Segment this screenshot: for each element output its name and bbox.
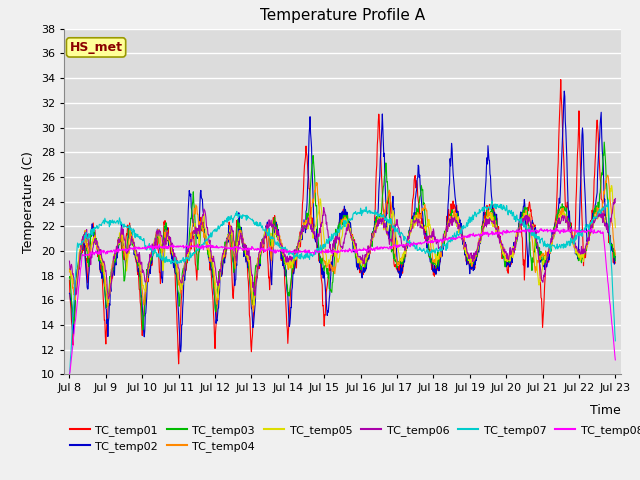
TC_temp06 [273,231,280,237]
TC_temp05 [572,247,579,252]
TC_temp04 [66,269,74,275]
TC_temp01 [135,276,143,281]
TC_temp06 [557,218,565,224]
Line: TC_temp01: TC_temp01 [70,80,615,364]
TC_temp02 [611,254,619,260]
TC_temp01 [558,103,566,108]
TC_temp04 [135,259,143,265]
TC_temp06 [104,296,112,302]
TC_temp04 [572,245,579,251]
Legend: TC_temp01, TC_temp02, TC_temp03, TC_temp04, TC_temp05, TC_temp06, TC_temp07, TC_: TC_temp01, TC_temp02, TC_temp03, TC_temp… [70,425,640,452]
TC_temp07 [375,212,383,217]
TC_temp03 [66,275,74,281]
TC_temp08 [585,228,593,234]
Y-axis label: Temperature (C): Temperature (C) [22,151,35,252]
Line: TC_temp03: TC_temp03 [70,142,615,330]
TC_temp04 [585,237,593,242]
TC_temp07 [135,234,143,240]
TC_temp05 [135,259,143,265]
TC_temp01 [273,221,280,227]
TC_temp05 [585,232,593,238]
TC_temp05 [557,214,565,219]
Line: TC_temp08: TC_temp08 [70,228,615,374]
TC_temp01 [572,200,580,205]
TC_temp08 [557,227,565,233]
Line: TC_temp05: TC_temp05 [70,186,615,305]
TC_temp05 [250,302,258,308]
TC_temp05 [376,220,383,226]
TC_temp03 [273,234,280,240]
TC_temp04 [273,227,280,233]
TC_temp01 [611,260,619,266]
TC_temp02 [135,265,143,271]
TC_temp01 [175,361,182,367]
TC_temp07 [604,197,612,203]
TC_temp05 [611,225,619,230]
TC_temp05 [273,231,280,237]
TC_temp07 [273,242,280,248]
Line: TC_temp07: TC_temp07 [70,200,615,374]
TC_temp03 [557,205,565,211]
TC_temp04 [604,172,612,178]
TC_temp08 [135,244,143,250]
TC_temp03 [585,225,593,231]
TC_temp02 [586,232,593,238]
Line: TC_temp04: TC_temp04 [70,175,615,312]
TC_temp03 [600,139,608,145]
TC_temp08 [611,357,619,363]
TC_temp07 [611,338,619,344]
TC_temp05 [66,268,74,274]
TC_temp07 [571,238,579,243]
TC_temp06 [66,258,74,264]
TC_temp08 [273,250,280,255]
TC_temp06 [376,221,383,227]
TC_temp01 [557,77,564,83]
TC_temp02 [66,290,74,296]
TC_temp06 [572,244,579,250]
TC_temp07 [585,224,593,229]
TC_temp06 [136,250,143,255]
TC_temp06 [611,196,619,202]
TC_temp02 [273,228,280,234]
Text: Time: Time [590,404,621,417]
TC_temp06 [585,238,593,243]
TC_temp04 [611,252,619,258]
TC_temp04 [376,215,383,221]
TC_temp05 [607,183,615,189]
Line: TC_temp02: TC_temp02 [70,91,615,352]
TC_temp03 [611,258,619,264]
TC_temp03 [376,213,383,219]
TC_temp03 [139,327,147,333]
TC_temp01 [66,277,74,283]
TC_temp08 [66,372,74,377]
Title: Temperature Profile A: Temperature Profile A [260,9,425,24]
TC_temp02 [572,245,580,251]
TC_temp02 [177,349,184,355]
TC_temp03 [572,245,579,251]
TC_temp04 [557,212,565,217]
Text: HS_met: HS_met [70,41,123,54]
TC_temp02 [376,180,383,185]
TC_temp08 [375,246,383,252]
TC_temp07 [66,372,74,377]
TC_temp02 [561,88,568,94]
TC_temp07 [557,245,564,251]
TC_temp08 [572,227,579,233]
TC_temp01 [586,226,593,232]
TC_temp01 [376,118,383,123]
TC_temp04 [250,309,257,315]
Line: TC_temp06: TC_temp06 [70,199,615,299]
TC_temp08 [552,225,559,231]
TC_temp03 [135,256,143,262]
TC_temp02 [557,165,565,171]
